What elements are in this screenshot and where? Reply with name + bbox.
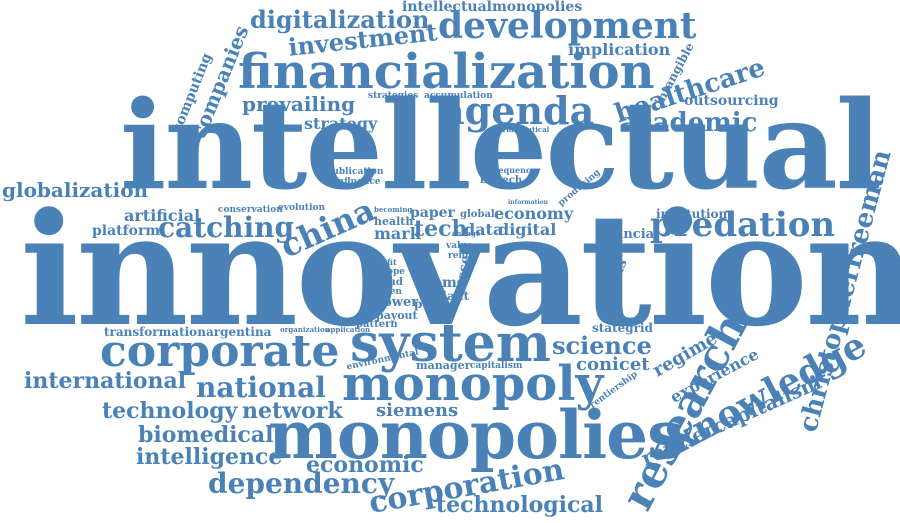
word-monopolies: monopolies (268, 396, 684, 474)
word-implication: implication (568, 40, 671, 59)
word-intellectualmonopolies: intellectualmonopolies (402, 0, 583, 15)
word-manager: manager (416, 359, 471, 372)
word-publication: publication (326, 167, 384, 177)
word-rent: rent (448, 251, 470, 261)
word-corporate: corporate (100, 326, 340, 377)
word-conservation: conservation (218, 205, 283, 215)
word-accumulation: accumulation (424, 91, 493, 101)
word-hbms: hbms (422, 275, 465, 291)
word-value: value (446, 241, 473, 251)
word-financial: financial (596, 227, 659, 242)
word-institution: institution (656, 207, 728, 221)
word-global: global (460, 209, 495, 220)
word-organization: organization (280, 325, 330, 334)
word-economy: economy (494, 204, 574, 223)
word-intelligence: intelligence (136, 444, 283, 470)
word-agenda: agenda (440, 88, 595, 133)
word-science: science (552, 331, 652, 360)
word-driven: driven (370, 287, 402, 297)
word-economic: economic (306, 452, 424, 478)
word-change: change (452, 229, 481, 238)
word-globalization: globalization (2, 178, 149, 202)
word-academic: academic (620, 108, 758, 138)
word-giant: giant (434, 289, 469, 303)
word-strategy: strategy (304, 114, 378, 133)
word-stategrid: stategrid (592, 321, 653, 335)
word-information: information (508, 199, 549, 206)
word-system: system (350, 313, 551, 374)
word-national: national (196, 371, 326, 404)
word-prevailing: prevailing (242, 92, 356, 116)
word-strategies: strategies (368, 91, 419, 101)
word-technology: technology (102, 398, 238, 424)
word-development: development (438, 5, 697, 47)
word-biomedical: biomedical (138, 422, 274, 448)
word-platform: platform (92, 223, 161, 239)
word-paper: paper (410, 205, 455, 221)
word-outsourcing: outsourcing (684, 93, 779, 109)
word-capitalism: capitalism (470, 361, 523, 371)
word-mark: mark (374, 224, 421, 243)
word-health: health (374, 215, 414, 228)
word-digitalization: digitalization (250, 5, 430, 34)
word-pharmaceutical: pharmaceutical (488, 125, 550, 134)
word-digital: digital (498, 220, 557, 239)
word-influence: influence (334, 177, 381, 187)
word-evolution: evolution (278, 203, 326, 213)
word-public: public (414, 297, 456, 311)
word-consequence: consequence (478, 165, 536, 175)
word-intellectual: intellectual (120, 73, 882, 217)
word-predation: predation (650, 205, 836, 245)
word-tech: tech (414, 216, 468, 242)
word-pattern: pattern (356, 319, 398, 330)
word-power: power (374, 295, 419, 310)
word-becoming: becoming (374, 205, 413, 214)
word-data: data (464, 220, 504, 239)
word-europe: europe (370, 267, 406, 277)
word-cloud: cloud (372, 277, 403, 288)
word-siemens: siemens (376, 400, 459, 421)
word-bigtech: bigtech (480, 175, 523, 186)
word-network: network (242, 398, 343, 424)
word-financialization: financialization (238, 44, 655, 100)
word-artificial: artificial (124, 206, 201, 225)
word-argentina: argentina (206, 325, 272, 339)
word-transformation: transformation (104, 325, 206, 339)
word-application: application (326, 325, 371, 334)
word-catching: catching (158, 211, 295, 244)
word-dependency: dependency (208, 467, 395, 500)
word-monopoly: monopoly (342, 356, 604, 412)
word-technological: technological (436, 492, 603, 518)
word-payout: payout (376, 309, 418, 322)
word-conicet: conicet (576, 354, 650, 375)
word-international: international (24, 368, 187, 394)
word-profit: profit (372, 257, 397, 267)
word-innovation: innovation (20, 178, 900, 361)
